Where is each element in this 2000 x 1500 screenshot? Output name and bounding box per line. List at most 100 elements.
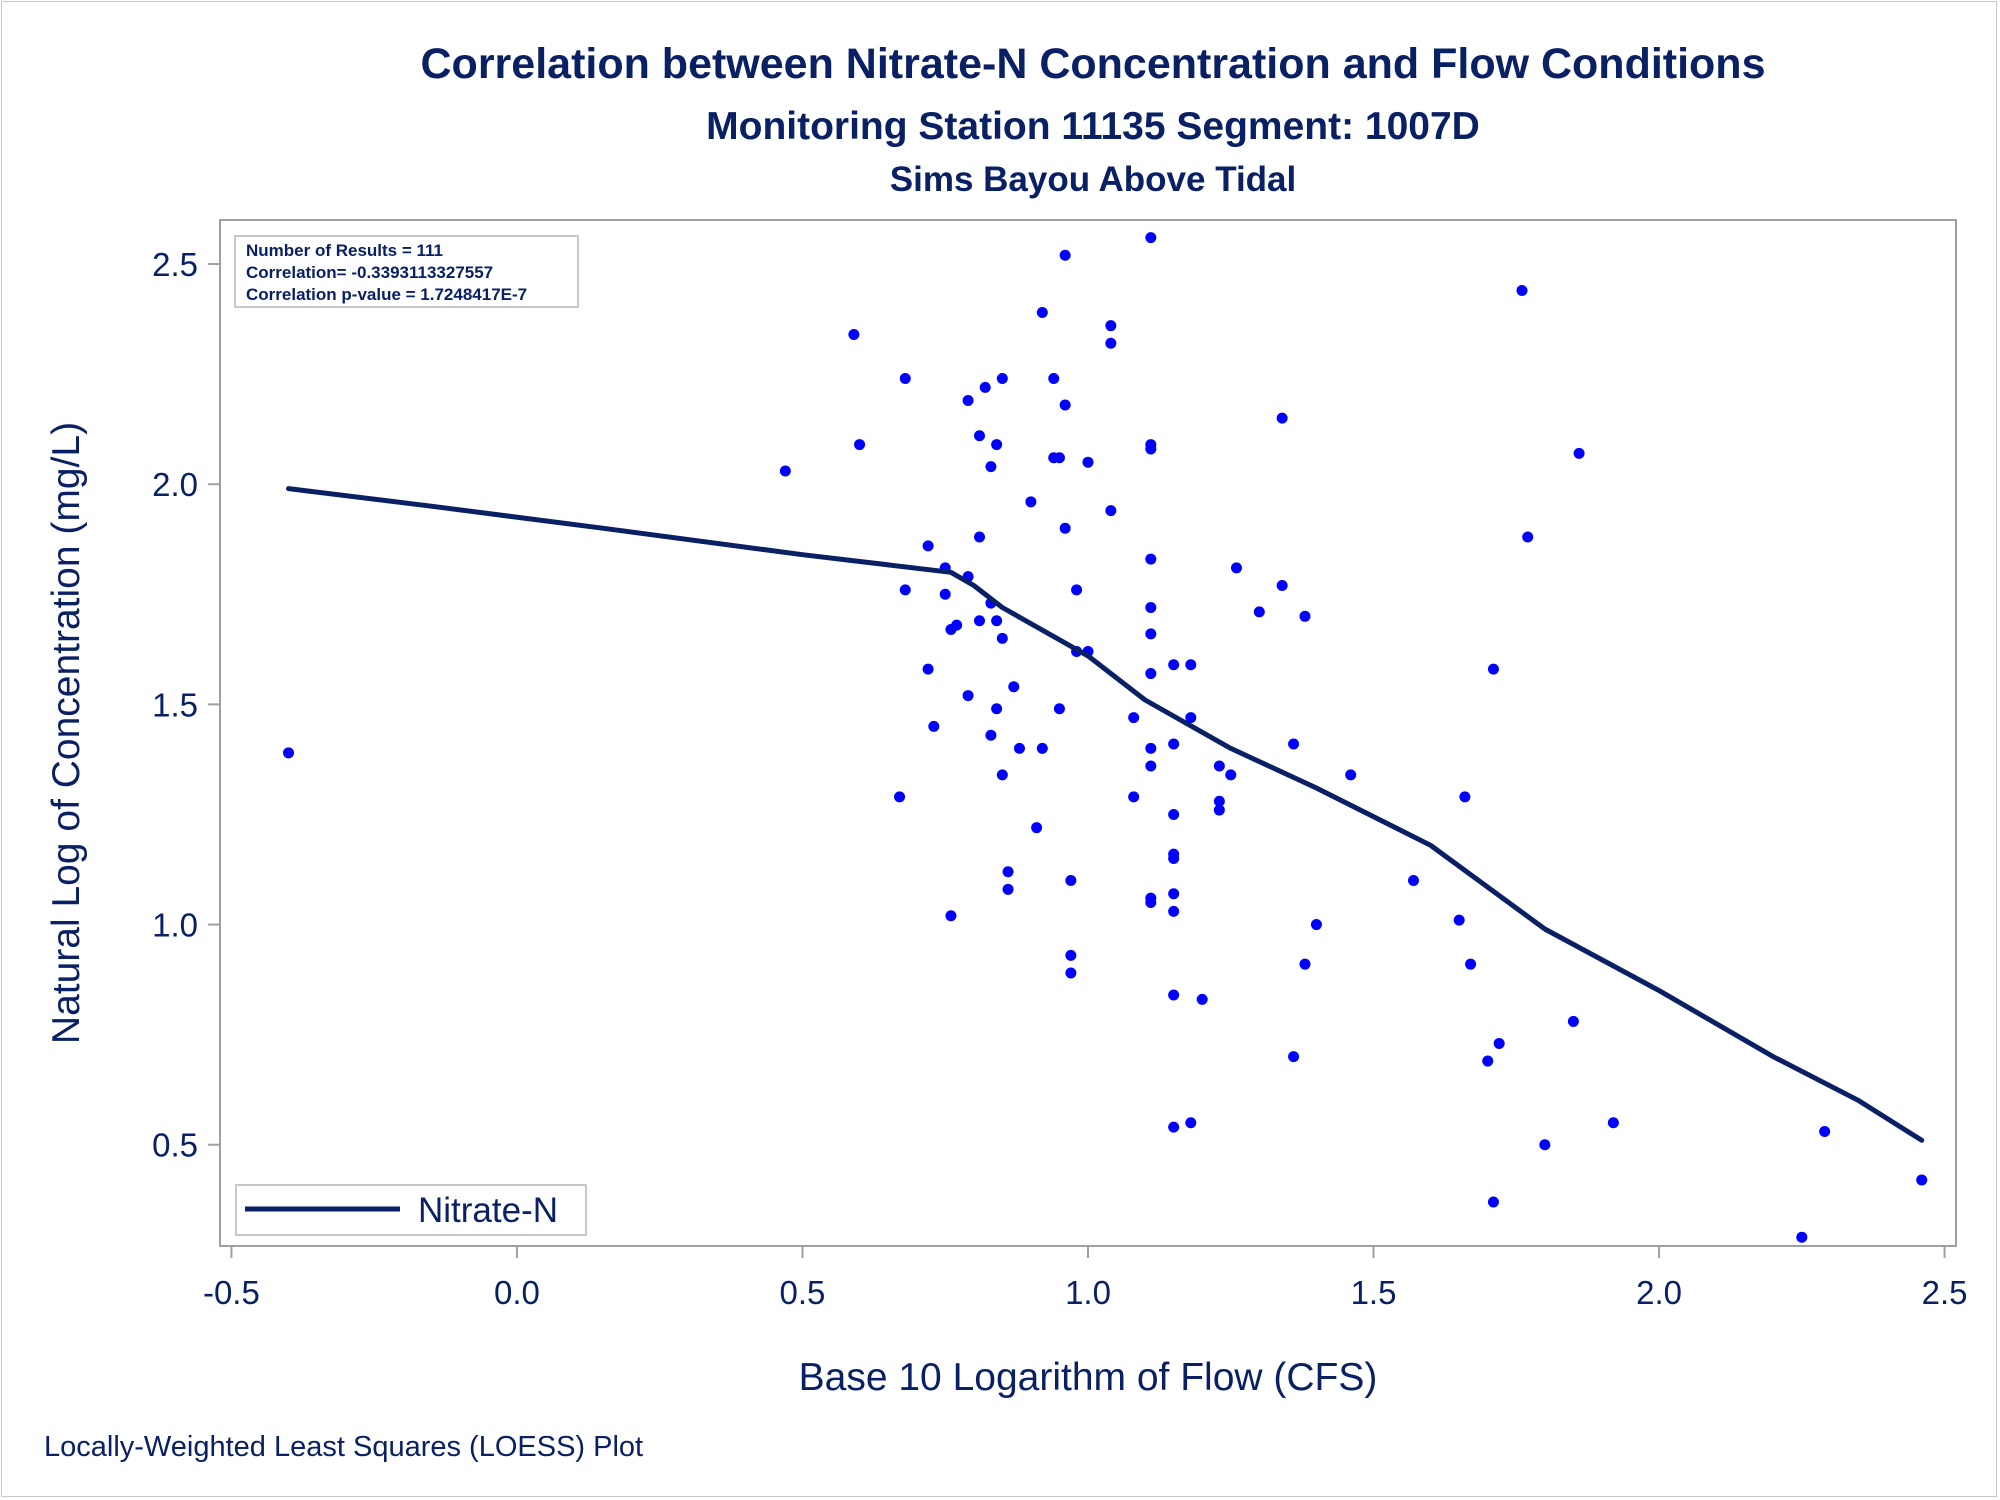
data-point bbox=[1276, 412, 1288, 424]
data-point bbox=[945, 910, 957, 922]
x-tick-label: -0.5 bbox=[203, 1274, 260, 1311]
data-point bbox=[1185, 1117, 1197, 1129]
data-point bbox=[1065, 967, 1077, 979]
data-point bbox=[1145, 668, 1157, 680]
y-tick-label: 1.5 bbox=[152, 686, 198, 723]
data-point bbox=[1493, 1037, 1505, 1049]
x-axis: -0.5 0.0 0.5 1.0 1.5 2.0 2.5 bbox=[203, 1246, 1968, 1311]
data-point bbox=[1105, 505, 1117, 517]
x-tick-label: 2.5 bbox=[1922, 1274, 1968, 1311]
data-point bbox=[1796, 1231, 1808, 1243]
data-point bbox=[1036, 306, 1048, 318]
data-point bbox=[1053, 452, 1065, 464]
data-point bbox=[1168, 888, 1180, 900]
data-point bbox=[1168, 1121, 1180, 1133]
data-point bbox=[922, 540, 934, 552]
data-point bbox=[899, 584, 911, 596]
data-point bbox=[939, 588, 951, 600]
data-point bbox=[922, 663, 934, 675]
data-point bbox=[1453, 914, 1465, 926]
data-point bbox=[1459, 791, 1471, 803]
data-point bbox=[974, 430, 985, 442]
data-point bbox=[1819, 1126, 1831, 1138]
loess-line bbox=[286, 486, 1925, 1143]
data-point bbox=[996, 769, 1008, 781]
chart-subtitle: Monitoring Station 11135 Segment: 1007D bbox=[706, 105, 1480, 148]
data-point bbox=[1573, 447, 1585, 459]
data-point bbox=[1059, 522, 1071, 534]
data-point bbox=[1105, 337, 1117, 349]
x-tick-label: 0.5 bbox=[780, 1274, 826, 1311]
data-point bbox=[1487, 663, 1499, 675]
data-point bbox=[1048, 373, 1060, 385]
data-point bbox=[1299, 958, 1311, 970]
info-box-frame bbox=[234, 235, 579, 308]
legend: Nitrate-N bbox=[235, 1184, 587, 1236]
data-point bbox=[1916, 1174, 1928, 1186]
data-point bbox=[1053, 703, 1065, 715]
data-point bbox=[1145, 443, 1157, 455]
data-point bbox=[1345, 769, 1357, 781]
data-point bbox=[1013, 742, 1025, 754]
info-box: Number of Results = 111 Correlation= -0.… bbox=[234, 235, 579, 308]
info-line-p-value: Correlation p-value = 1.7248417E-7 bbox=[246, 285, 527, 304]
data-point bbox=[1036, 742, 1048, 754]
data-point bbox=[1408, 875, 1419, 887]
data-point bbox=[991, 615, 1003, 627]
data-point bbox=[1225, 769, 1237, 781]
data-point bbox=[1196, 993, 1208, 1005]
data-point bbox=[1145, 232, 1157, 244]
data-point bbox=[979, 381, 991, 393]
data-point bbox=[1539, 1139, 1551, 1151]
x-tick-label: 1.0 bbox=[1065, 1274, 1111, 1311]
legend-label-nitrate-n: Nitrate-N bbox=[418, 1191, 558, 1230]
data-point bbox=[1185, 712, 1197, 724]
plot-area bbox=[219, 219, 1957, 1247]
data-point bbox=[1059, 249, 1071, 261]
y-tick-label: 2.0 bbox=[152, 466, 198, 503]
data-point bbox=[962, 690, 974, 702]
chart-subtitle-2: Sims Bayou Above Tidal bbox=[890, 160, 1297, 199]
data-point bbox=[779, 465, 791, 477]
data-point bbox=[1025, 496, 1037, 508]
data-point bbox=[985, 729, 997, 741]
data-point bbox=[1071, 584, 1083, 596]
data-point bbox=[1465, 958, 1477, 970]
data-point bbox=[991, 439, 1003, 451]
data-point bbox=[1128, 712, 1140, 724]
data-point bbox=[1145, 760, 1157, 772]
data-point bbox=[1145, 602, 1157, 614]
data-point bbox=[962, 395, 974, 407]
data-point bbox=[1288, 738, 1300, 750]
y-axis-label: Natural Log of Concentration (mg/L) bbox=[45, 422, 88, 1044]
data-point bbox=[1145, 628, 1157, 640]
data-points bbox=[283, 232, 1928, 1243]
data-point bbox=[1168, 808, 1180, 820]
data-point bbox=[1253, 606, 1265, 618]
data-point bbox=[1031, 822, 1043, 834]
data-point bbox=[1213, 804, 1225, 816]
data-point bbox=[1482, 1055, 1494, 1067]
data-point bbox=[1168, 659, 1180, 671]
data-point bbox=[283, 747, 295, 759]
y-tick-label: 0.5 bbox=[152, 1127, 198, 1164]
data-point bbox=[1168, 905, 1180, 917]
footnote: Locally-Weighted Least Squares (LOESS) P… bbox=[44, 1431, 643, 1463]
data-point bbox=[1065, 949, 1077, 961]
data-point bbox=[1288, 1051, 1300, 1063]
data-point bbox=[894, 791, 906, 803]
y-tick-label: 2.5 bbox=[152, 246, 198, 283]
data-point bbox=[1065, 875, 1077, 887]
data-point bbox=[1516, 284, 1528, 296]
data-point bbox=[1082, 456, 1094, 468]
data-point bbox=[1145, 553, 1157, 565]
data-point bbox=[1002, 883, 1014, 895]
data-point bbox=[1145, 897, 1157, 909]
data-point bbox=[899, 373, 911, 385]
data-point bbox=[1128, 791, 1140, 803]
x-tick-label: 2.0 bbox=[1636, 1274, 1682, 1311]
data-point bbox=[974, 615, 985, 627]
data-point bbox=[1213, 795, 1225, 807]
data-point bbox=[1276, 579, 1288, 591]
